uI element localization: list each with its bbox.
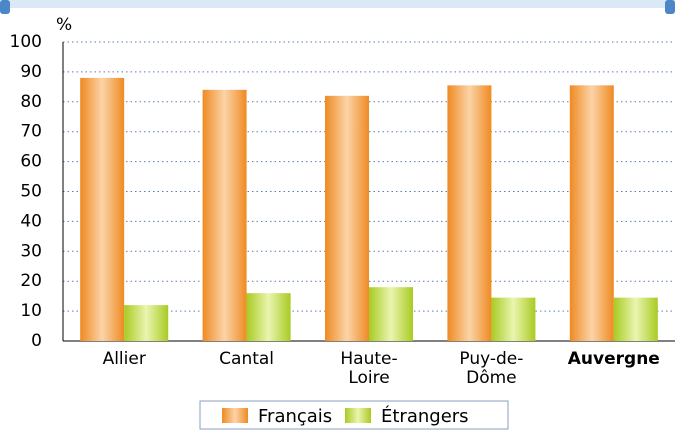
bar — [569, 85, 614, 341]
legend-label: Étrangers — [381, 405, 469, 427]
bar — [447, 85, 492, 341]
y-tick-label: 60 — [20, 152, 42, 172]
y-tick-label: 100 — [10, 32, 42, 52]
bar — [325, 95, 369, 341]
x-tick-label: Cantal — [219, 349, 275, 369]
y-tick-label: 10 — [20, 301, 42, 321]
top-frame — [0, 0, 675, 8]
x-tick-label: Haute-Loire — [340, 349, 398, 388]
bar — [369, 287, 413, 341]
x-tick-label: Auvergne — [567, 349, 660, 369]
frame-corner — [665, 0, 675, 14]
y-tick-label: 90 — [20, 62, 42, 82]
bar — [613, 297, 658, 341]
x-tick-label: Puy-de-Dôme — [459, 349, 524, 388]
x-tick-label: Allier — [102, 349, 146, 369]
y-tick-label: 30 — [20, 241, 42, 261]
bar — [202, 89, 247, 341]
y-tick-label: 0 — [31, 331, 42, 351]
y-tick-label: 40 — [20, 211, 42, 231]
y-axis-label: % — [56, 15, 72, 35]
y-tick-label: 20 — [20, 271, 42, 291]
bar — [491, 297, 536, 341]
frame-corner — [0, 0, 10, 14]
legend-swatch — [222, 408, 248, 423]
y-tick-label: 80 — [20, 92, 42, 112]
y-tick-label: 50 — [20, 182, 42, 202]
bar — [124, 305, 169, 341]
legend-swatch — [345, 408, 371, 423]
bar — [80, 77, 125, 341]
y-tick-label: 70 — [20, 122, 42, 142]
legend-label: Français — [258, 406, 332, 427]
bar — [246, 293, 291, 341]
